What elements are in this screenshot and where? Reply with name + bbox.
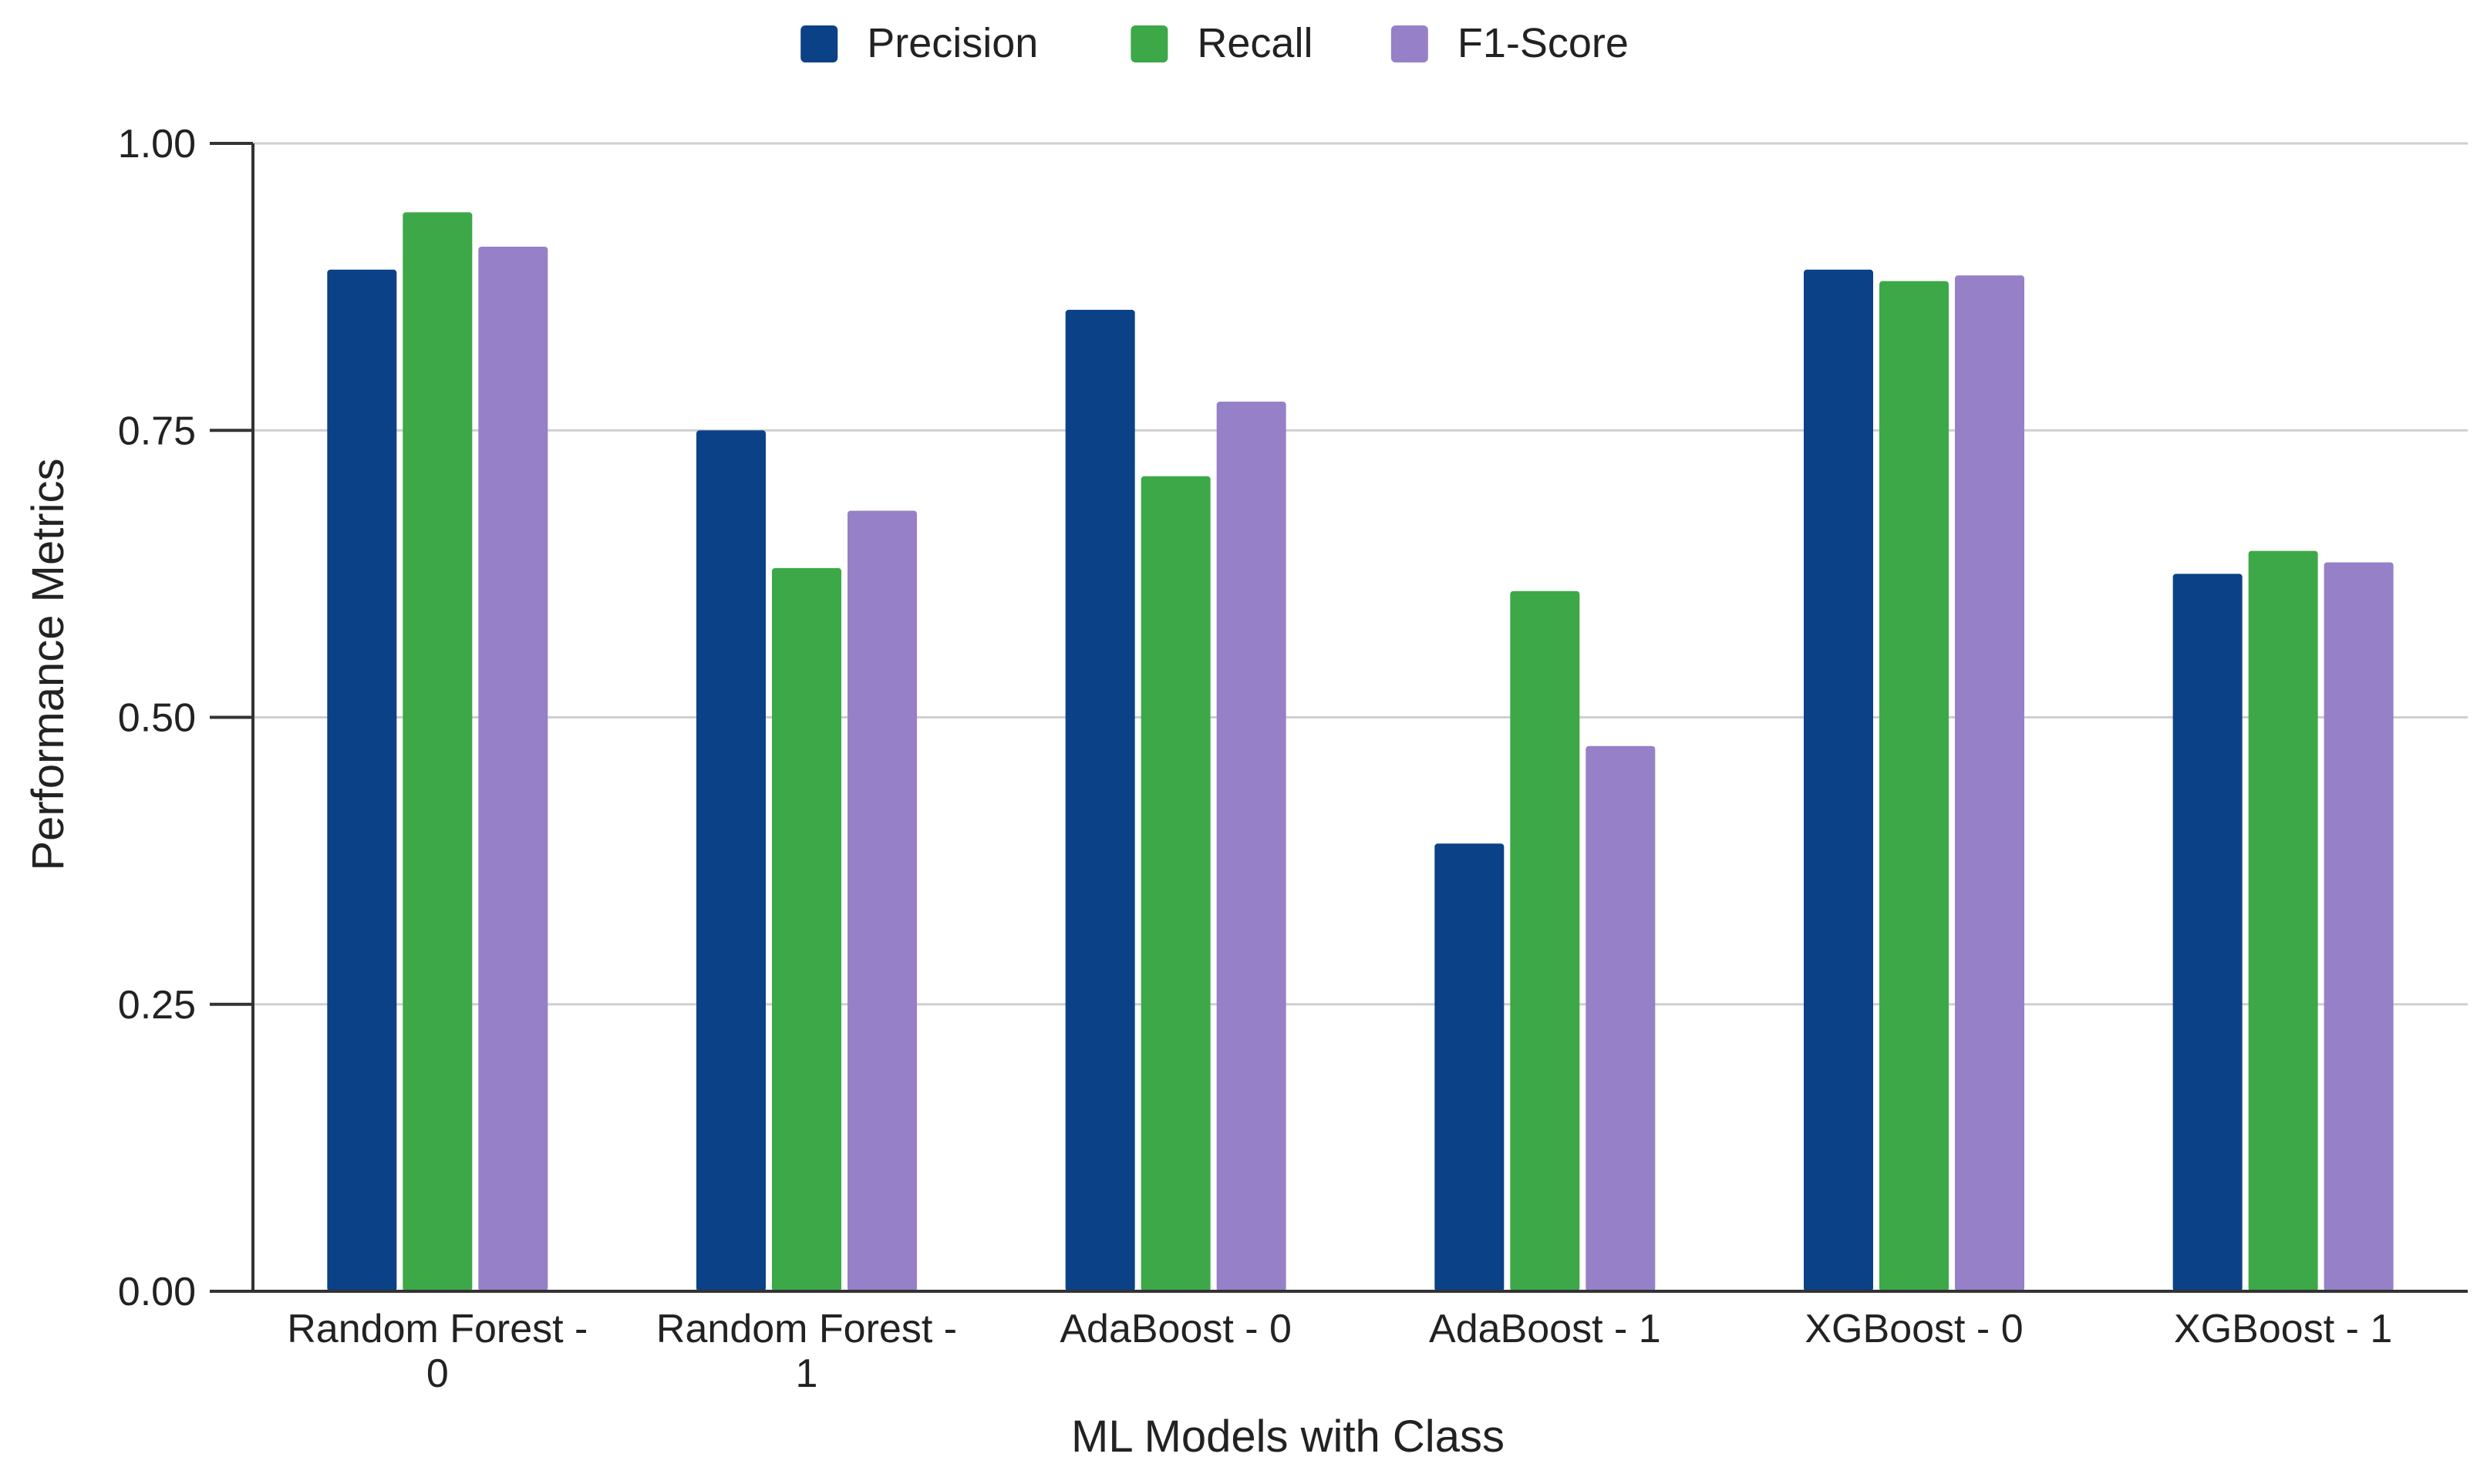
gridlines (253, 142, 2468, 1006)
x-tick-label: XGBoost - 0 (1805, 1307, 2023, 1351)
bar-precision-6 (2172, 574, 2243, 1291)
bars (327, 212, 2394, 1292)
legend-label-f1-score: F1-Score (1457, 20, 1629, 66)
x-tick-label: AdaBoost - 1 (1429, 1307, 1661, 1351)
y-tick-label: 0.50 (118, 696, 196, 741)
bar-recall-5 (1879, 281, 1949, 1292)
legend-label-precision: Precision (867, 20, 1038, 66)
x-tick-label: Random Forest - (656, 1307, 957, 1351)
y-tick-labels: 0.00 0.25 0.50 0.75 1.00 (118, 122, 196, 1314)
bar-f1-score-6 (2324, 562, 2394, 1291)
legend-swatch-recall (1131, 25, 1168, 62)
bar-precision-3 (1065, 309, 1135, 1291)
y-tick-label: 1.00 (118, 122, 196, 167)
bar-precision-4 (1434, 843, 1505, 1291)
legend-swatch-precision (800, 25, 838, 62)
bar-f1-score-3 (1216, 402, 1286, 1291)
bar-f1-score-4 (1586, 745, 1656, 1291)
y-tick-label: 0.00 (118, 1270, 196, 1314)
bar-recall-1 (403, 212, 473, 1292)
bar-precision-2 (696, 430, 766, 1291)
bar-recall-6 (2248, 550, 2318, 1291)
x-axis-label: ML Models with Class (1071, 1412, 1505, 1462)
bar-precision-5 (1804, 269, 1873, 1291)
x-tick-label: XGBoost - 1 (2174, 1307, 2392, 1351)
y-axis-label: Performance Metrics (23, 458, 73, 870)
y-tick-label: 0.75 (118, 409, 196, 453)
legend: Precision Recall F1-Score (800, 20, 1629, 66)
bar-recall-2 (772, 567, 841, 1291)
bar-f1-score-5 (1955, 275, 2024, 1291)
bar-recall-3 (1141, 476, 1211, 1291)
x-tick-label: AdaBoost - 0 (1060, 1307, 1292, 1351)
x-tick-label: 1 (796, 1351, 818, 1396)
axes (210, 142, 2468, 1293)
x-tick-label: 0 (426, 1351, 449, 1396)
y-tick-label: 0.25 (118, 983, 196, 1028)
bar-f1-score-2 (848, 510, 917, 1291)
bar-precision-1 (327, 269, 397, 1291)
legend-swatch-f1-score (1390, 25, 1428, 62)
x-tick-label: Random Forest - (287, 1307, 588, 1351)
bar-f1-score-1 (478, 247, 548, 1291)
legend-label-recall: Recall (1197, 20, 1313, 66)
bar-recall-4 (1510, 591, 1580, 1291)
